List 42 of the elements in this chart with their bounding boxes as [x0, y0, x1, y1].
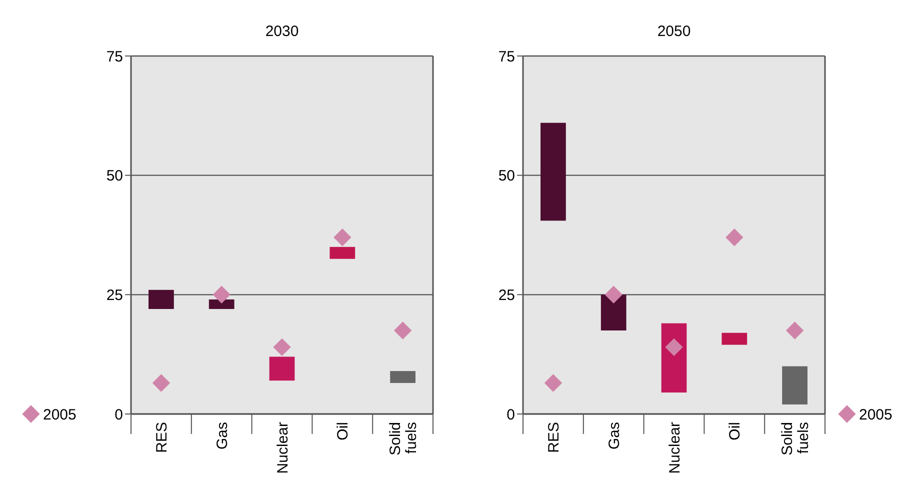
x-tick-label: RES: [545, 422, 562, 453]
x-tick-label: Gas: [214, 422, 231, 450]
bar: [600, 294, 626, 330]
x-tick-label: Solid fuels: [387, 422, 420, 456]
chart-title: 2030: [265, 23, 299, 40]
point: [273, 338, 291, 356]
bar: [330, 246, 356, 259]
point: [334, 228, 352, 246]
point: [665, 338, 683, 356]
bar: [661, 323, 687, 393]
bar: [148, 290, 174, 309]
point: [152, 374, 170, 392]
bar: [208, 299, 234, 309]
point: [394, 322, 412, 340]
point: [212, 286, 230, 304]
point: [786, 322, 804, 340]
bar: [390, 371, 416, 383]
bar: [540, 122, 566, 221]
x-tick-label: Gas: [606, 422, 623, 450]
y-tick-label: 75: [106, 48, 123, 66]
chart-title: 2050: [657, 23, 691, 40]
legend-label: 2005: [859, 406, 892, 424]
y-tick-label: 0: [506, 406, 515, 424]
y-tick-label: 25: [498, 286, 515, 304]
y-tick-label: 50: [106, 168, 123, 185]
x-tick-label: Nuclear: [666, 422, 684, 474]
y-tick-label: 25: [106, 286, 123, 304]
point: [544, 374, 562, 392]
x-tick-label: Oil: [726, 422, 744, 440]
y-tick-label: 50: [498, 168, 515, 185]
y-tick-label: 75: [498, 48, 515, 66]
x-tick-label: RES: [153, 422, 170, 453]
x-tick-label: Oil: [334, 422, 352, 440]
bar: [269, 356, 295, 381]
legend-label: 2005: [43, 406, 76, 424]
bar: [722, 332, 748, 345]
x-tick-label: Nuclear: [274, 422, 292, 474]
y-tick-label: 0: [114, 406, 123, 424]
x-tick-label: Solid fuels: [779, 422, 812, 456]
point: [604, 286, 622, 304]
point: [726, 228, 744, 246]
bar: [782, 366, 808, 404]
